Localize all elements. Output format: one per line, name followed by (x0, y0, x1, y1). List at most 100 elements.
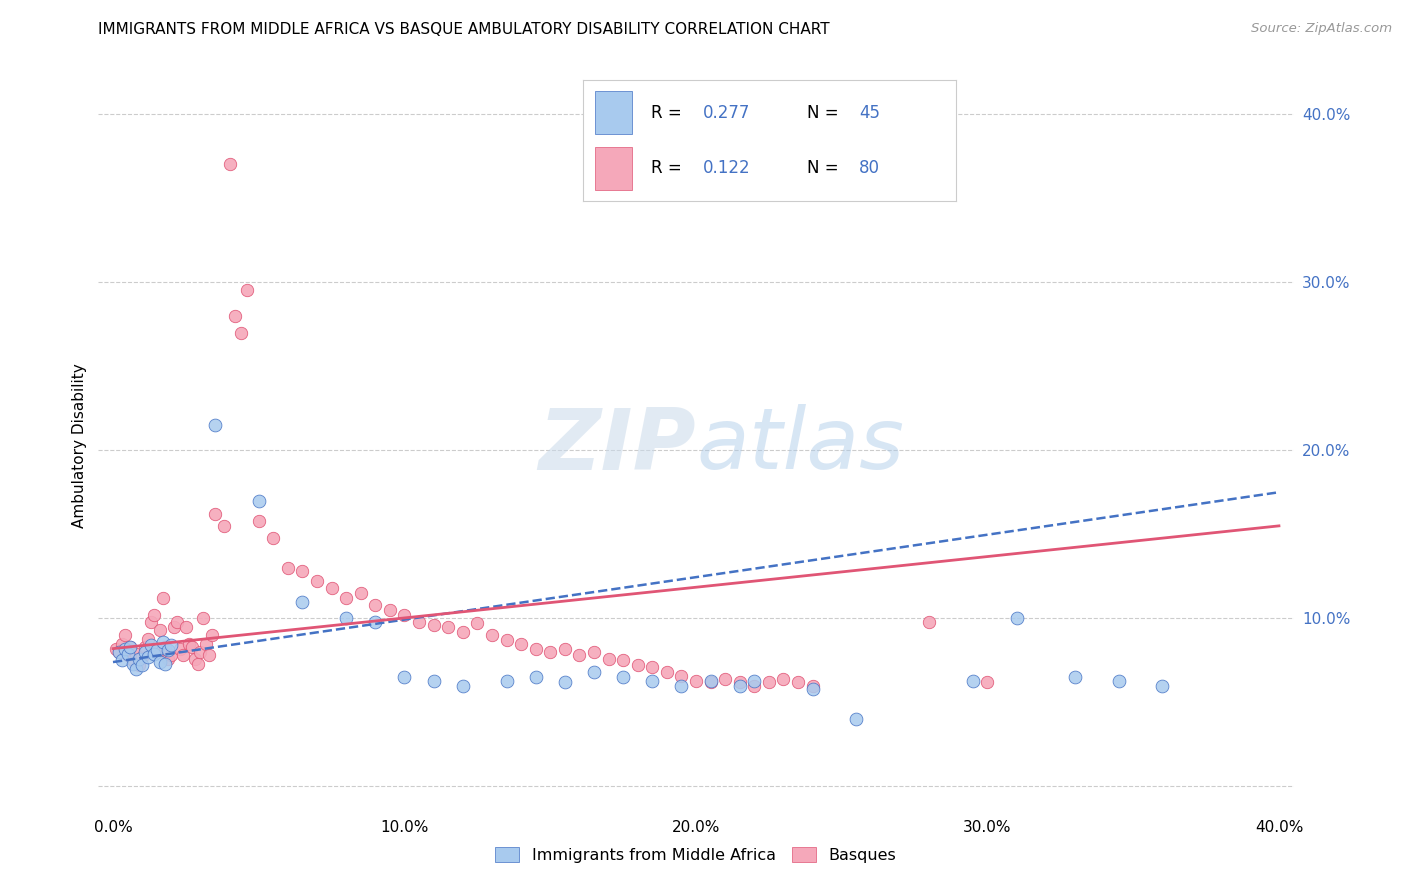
Point (801, 681, 824, 696)
Point (568, 648, 591, 663)
Point (104, 641, 127, 656)
Bar (595, 91, 631, 135)
Point (174, 620, 197, 634)
Point (149, 655, 172, 669)
Point (149, 623, 172, 637)
Point (742, 673, 765, 688)
Point (742, 679, 765, 693)
Text: 0.122: 0.122 (703, 159, 751, 178)
Point (247, 514, 270, 528)
Point (142, 607, 165, 622)
Point (160, 638, 183, 652)
Point (120, 640, 142, 654)
Point (422, 673, 444, 688)
Point (122, 653, 145, 667)
Point (177, 636, 200, 650)
Point (155, 640, 177, 654)
Point (139, 638, 162, 652)
Point (538, 645, 561, 659)
Point (108, 645, 131, 659)
Point (155, 657, 177, 671)
Text: 45: 45 (859, 103, 880, 122)
Point (554, 641, 576, 656)
Point (120, 640, 142, 654)
Point (451, 679, 474, 693)
Point (350, 586, 373, 600)
Point (172, 648, 194, 663)
Point (976, 675, 998, 690)
Point (117, 648, 139, 663)
Point (111, 653, 134, 667)
Point (247, 493, 270, 508)
Point (671, 679, 693, 693)
Point (125, 647, 148, 661)
Point (378, 603, 401, 617)
Text: N =: N = (807, 159, 844, 178)
Point (335, 611, 357, 625)
Point (204, 417, 226, 432)
Point (136, 650, 159, 665)
Point (128, 658, 150, 673)
Point (495, 673, 517, 688)
Point (655, 665, 678, 680)
Text: IMMIGRANTS FROM MIDDLE AFRICA VS BASQUE AMBULATORY DISABILITY CORRELATION CHART: IMMIGRANTS FROM MIDDLE AFRICA VS BASQUE … (98, 22, 830, 37)
Point (131, 658, 153, 673)
Point (201, 628, 224, 642)
Point (145, 645, 167, 659)
Point (218, 157, 240, 171)
Point (641, 673, 664, 688)
Point (152, 635, 174, 649)
Point (524, 670, 547, 684)
Point (699, 675, 721, 690)
Point (728, 675, 751, 690)
Point (364, 615, 387, 629)
Point (169, 641, 191, 656)
Point (114, 628, 136, 642)
Point (699, 673, 721, 688)
Point (117, 647, 139, 661)
Point (641, 660, 664, 674)
Point (394, 607, 416, 622)
Bar (595, 146, 631, 190)
Point (114, 641, 136, 656)
Point (136, 632, 159, 646)
Y-axis label: Ambulatory Disability: Ambulatory Disability (72, 364, 87, 528)
Point (195, 636, 218, 650)
Point (224, 309, 246, 323)
Point (612, 670, 634, 684)
Point (451, 624, 474, 639)
Point (758, 675, 780, 690)
Point (467, 616, 489, 631)
Point (125, 662, 148, 676)
Point (134, 645, 156, 659)
Point (157, 651, 180, 665)
Point (198, 648, 221, 663)
Point (787, 675, 810, 690)
Point (335, 591, 357, 606)
Point (128, 651, 150, 665)
Point (394, 670, 416, 684)
Point (422, 618, 444, 632)
Point (157, 643, 180, 657)
Point (598, 651, 620, 665)
Point (524, 641, 547, 656)
Point (714, 672, 737, 686)
Point (962, 673, 984, 688)
Text: ZIP: ZIP (538, 404, 696, 488)
Point (408, 615, 430, 629)
Point (122, 657, 145, 671)
Point (582, 665, 605, 680)
Point (111, 636, 134, 650)
Point (190, 645, 212, 659)
Text: 0.277: 0.277 (703, 103, 749, 122)
Point (1108, 673, 1130, 688)
Text: atlas: atlas (696, 404, 904, 488)
Point (231, 326, 253, 340)
Point (166, 615, 188, 629)
Point (685, 673, 707, 688)
Point (262, 531, 284, 545)
Point (180, 640, 202, 654)
Point (134, 640, 156, 654)
Point (139, 615, 162, 629)
Point (481, 628, 503, 642)
